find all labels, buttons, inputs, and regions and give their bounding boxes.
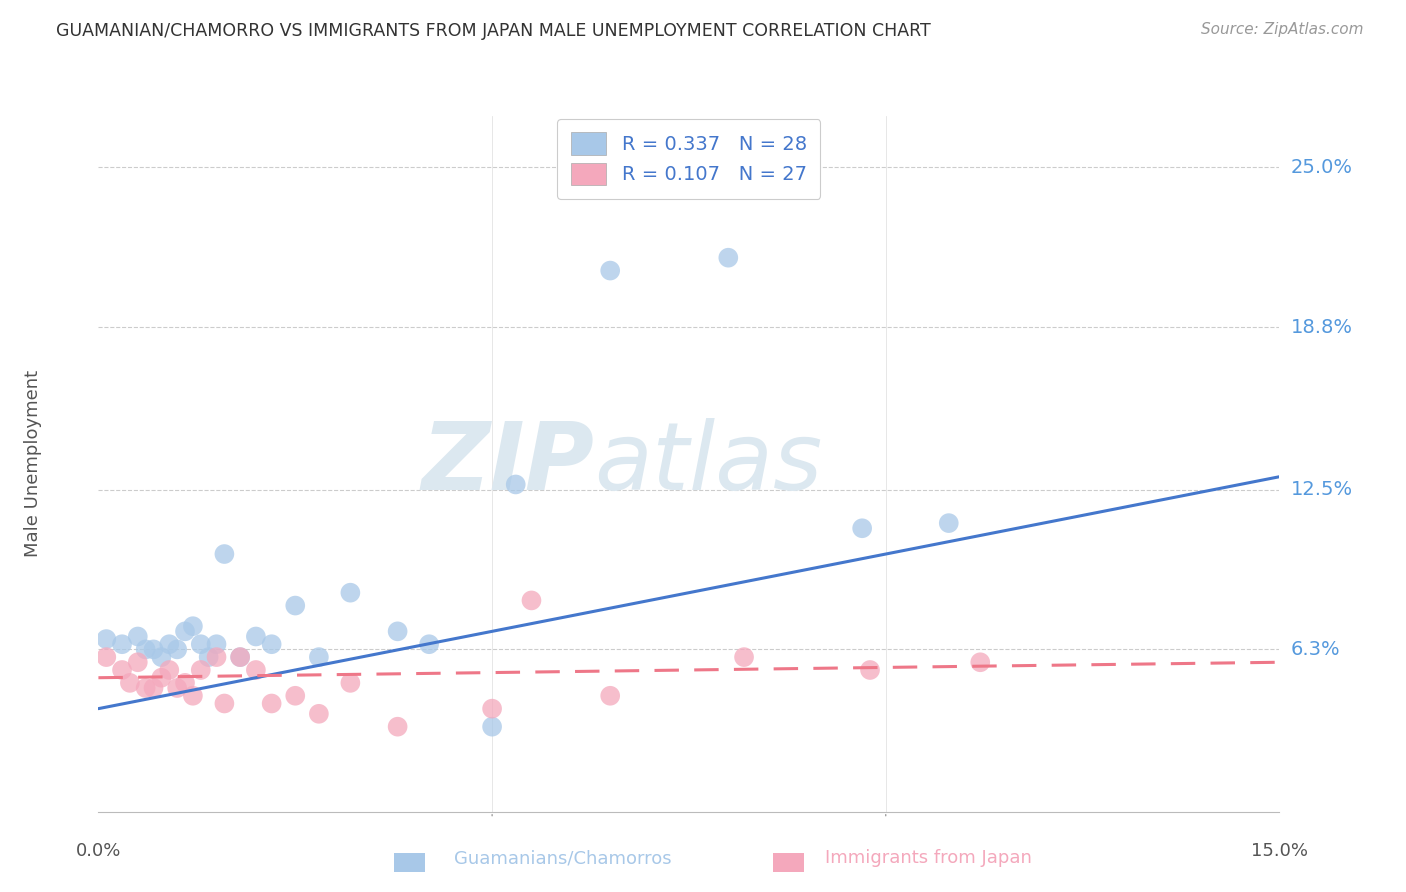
Point [111,663,134,677]
Point [181,619,204,633]
Text: atlas: atlas [595,418,823,509]
Point [205,637,228,651]
Point [339,676,361,690]
Text: Source: ZipAtlas.com: Source: ZipAtlas.com [1201,22,1364,37]
Point [284,599,307,613]
Point [859,663,882,677]
Point [284,689,307,703]
Point [229,650,252,665]
Point [190,637,212,651]
Legend: R = 0.337   N = 28, R = 0.107   N = 27: R = 0.337 N = 28, R = 0.107 N = 27 [558,119,820,199]
Point [190,663,212,677]
Point [260,697,283,711]
Point [96,632,118,646]
Point [166,681,188,695]
Point [733,650,755,665]
Point [851,521,873,535]
Point [127,630,149,644]
Point [174,624,197,639]
Text: 25.0%: 25.0% [1291,158,1353,177]
Point [157,637,180,651]
Point [157,663,180,677]
Point [181,689,204,703]
Point [205,650,228,665]
Point [214,547,236,561]
Text: 18.8%: 18.8% [1291,318,1353,337]
Point [308,650,330,665]
Text: 12.5%: 12.5% [1291,480,1353,500]
Point [339,585,361,599]
Point [505,477,527,491]
Point [135,681,157,695]
Point [197,650,219,665]
Point [245,663,267,677]
Point [150,671,173,685]
Text: Male Unemployment: Male Unemployment [24,370,42,558]
Text: GUAMANIAN/CHAMORRO VS IMMIGRANTS FROM JAPAN MALE UNEMPLOYMENT CORRELATION CHART: GUAMANIAN/CHAMORRO VS IMMIGRANTS FROM JA… [56,22,931,40]
Text: Immigrants from Japan: Immigrants from Japan [824,849,1032,867]
Point [245,630,267,644]
Point [142,681,165,695]
Point [135,642,157,657]
Text: 15.0%: 15.0% [1251,842,1308,860]
Text: 6.3%: 6.3% [1291,640,1340,659]
Point [260,637,283,651]
Point [481,720,503,734]
Point [387,624,409,639]
Point [111,637,134,651]
Point [118,676,141,690]
Text: 0.0%: 0.0% [76,842,121,860]
Point [599,689,621,703]
Point [481,701,503,715]
Point [599,263,621,277]
Text: Guamanians/Chamorros: Guamanians/Chamorros [454,849,671,867]
Point [150,650,173,665]
Point [142,642,165,657]
Point [96,650,118,665]
Point [229,650,252,665]
Point [969,655,991,669]
Point [214,697,236,711]
Point [520,593,543,607]
Point [308,706,330,721]
Point [717,251,740,265]
Point [387,720,409,734]
Point [166,642,188,657]
Point [938,516,960,530]
Text: ZIP: ZIP [422,417,595,510]
Point [418,637,440,651]
Point [174,676,197,690]
Point [127,655,149,669]
